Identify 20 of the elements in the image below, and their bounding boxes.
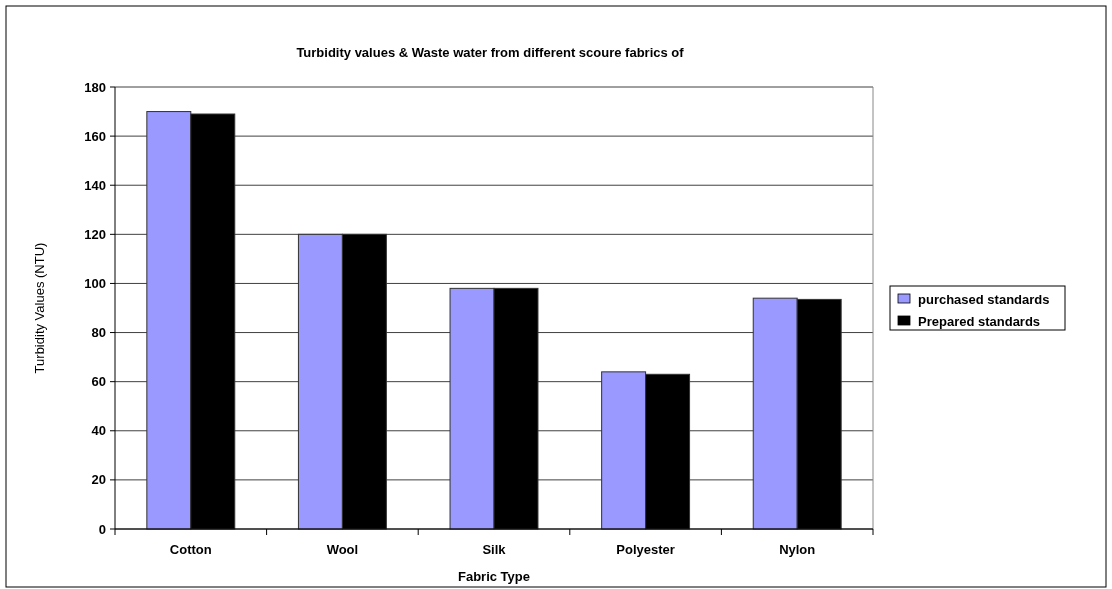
y-tick-label: 60 <box>91 374 106 390</box>
x-tick-label: Silk <box>482 542 507 557</box>
y-tick-label: 140 <box>84 177 106 193</box>
y-tick-label: 120 <box>84 226 106 242</box>
y-tick-label: 0 <box>98 521 106 537</box>
y-tick-label: 160 <box>84 128 106 144</box>
y-tick-label: 20 <box>91 472 106 488</box>
x-tick-label: Wool <box>326 542 359 557</box>
legend-label: purchased standards <box>918 291 1050 307</box>
legend-label: Prepared standards <box>918 313 1041 329</box>
x-tick-label: Polyester <box>616 542 675 557</box>
y-tick-label: 40 <box>91 423 106 439</box>
y-tick-label: 80 <box>91 325 106 341</box>
x-tick-label: Cotton <box>169 542 212 557</box>
y-tick-label: 180 <box>84 79 106 95</box>
x-tick-label: Nylon <box>779 542 816 557</box>
chart-title: Turbidity values & Waste water from different scoure fabrics of <box>296 45 685 60</box>
y-axis-title: Turbidity Values (NTU) <box>32 242 47 374</box>
x-axis-title: Fabric Type <box>457 569 531 584</box>
y-tick-label: 100 <box>84 275 106 291</box>
